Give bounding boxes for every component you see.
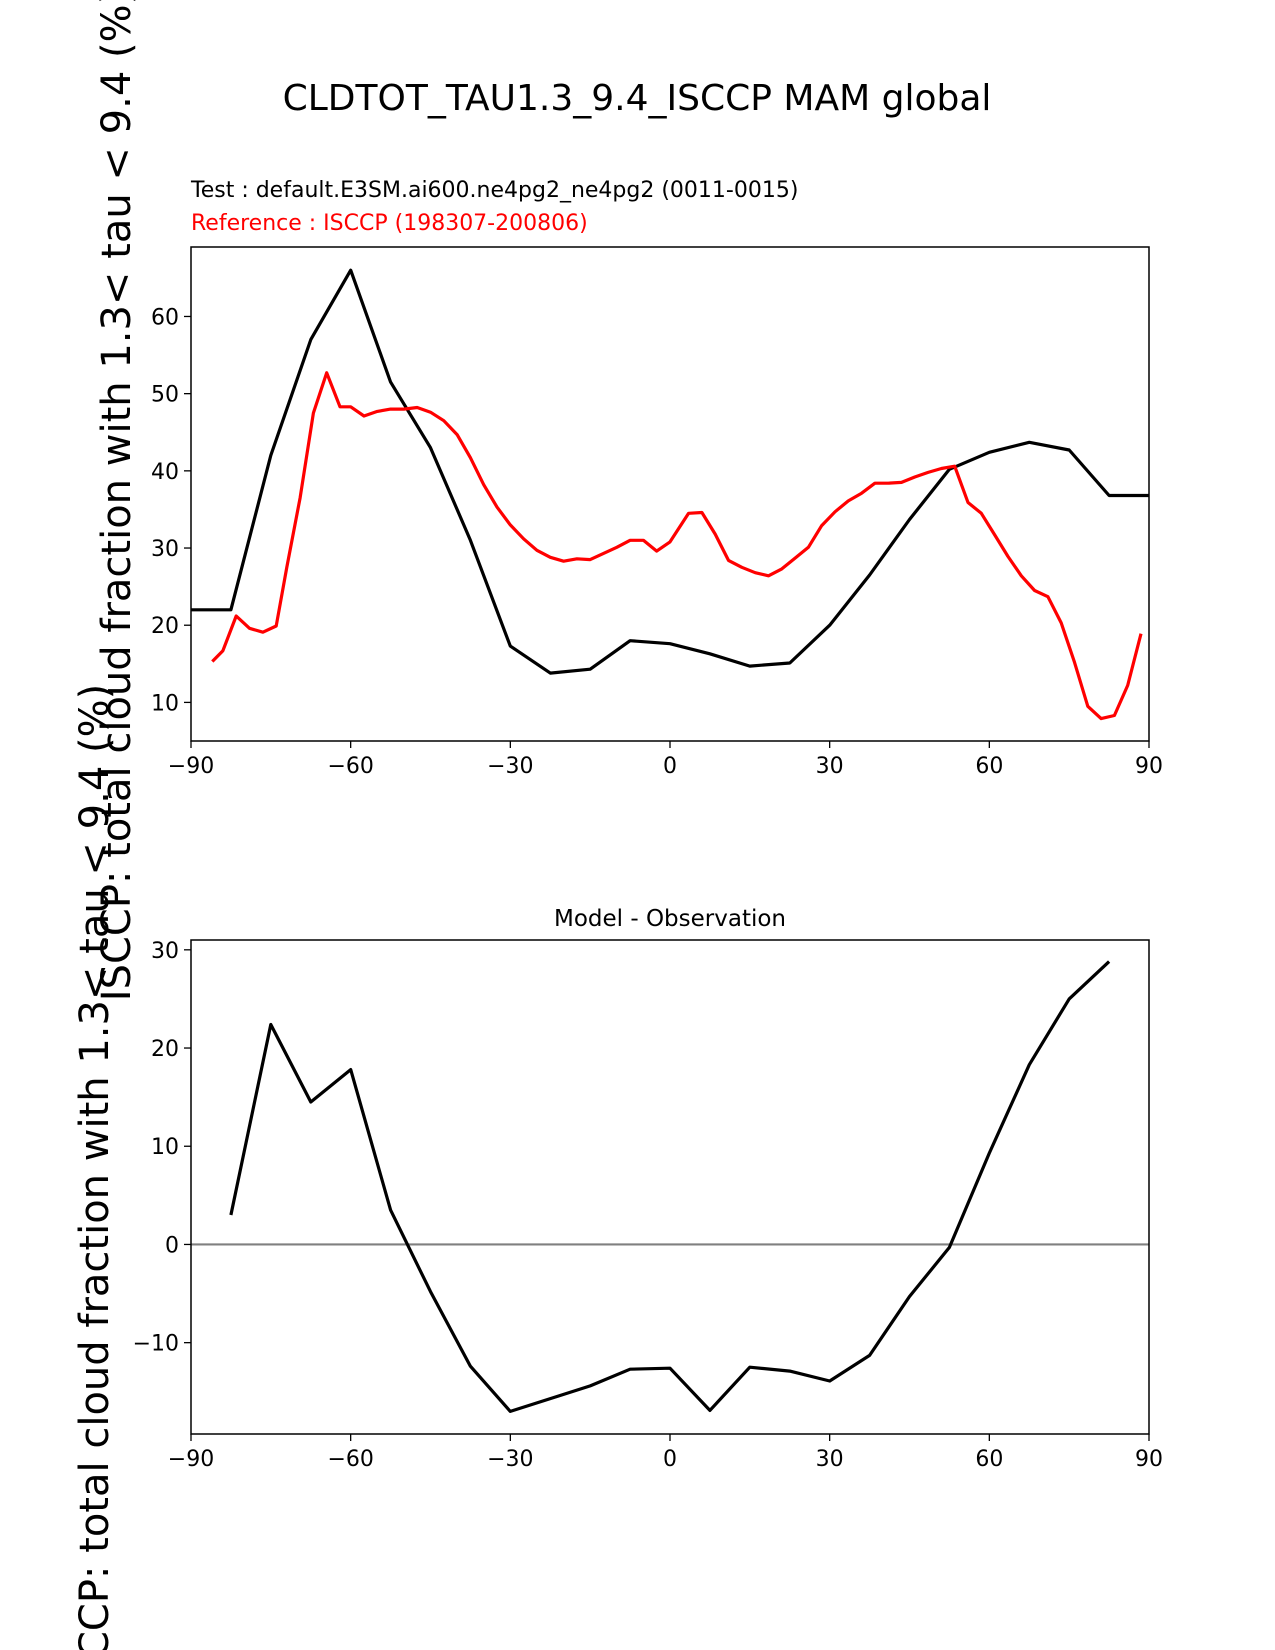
top-xtick-label: −30 (487, 754, 533, 779)
bottom-panel-title: Model - Observation (554, 906, 786, 932)
bottom-series-model-observation-line (229, 960, 1111, 1414)
top-ytick-label: 60 (151, 305, 179, 330)
top-series-reference-line (211, 371, 1143, 721)
top-xtick-label: 0 (663, 754, 677, 779)
bottom-xtick-label: −90 (168, 1447, 214, 1472)
top-ylabel: ISCCP: total cloud fraction with 1.3< ta… (94, 0, 140, 1001)
bottom-xtick-label: 0 (663, 1447, 677, 1472)
bottom-xtick-label: 60 (975, 1447, 1003, 1472)
reference-label: Reference : ISCCP (198307-200806) (191, 211, 588, 236)
bottom-plot-lines (191, 960, 1149, 1414)
top-xtick-label: 90 (1135, 754, 1163, 779)
bottom-ticks: −90 −60 −30 0 30 60 90 −10 0 10 20 30 (133, 939, 1163, 1472)
bottom-ytick-label: 30 (151, 939, 179, 964)
top-xtick-label: 60 (975, 754, 1003, 779)
bottom-xtick-label: −60 (327, 1447, 373, 1472)
top-xtick-label: −90 (168, 754, 214, 779)
bottom-ytick-label: 10 (151, 1135, 179, 1160)
top-panel: −90 −60 −30 0 30 60 90 10 20 30 40 50 60 (151, 246, 1163, 779)
bottom-xtick-label: −30 (487, 1447, 533, 1472)
top-ytick-label: 30 (151, 537, 179, 562)
figure-title: CLDTOT_TAU1.3_9.4_ISCCP MAM global (283, 78, 992, 119)
bottom-ytick-label: −10 (133, 1332, 179, 1357)
top-ytick-label: 50 (151, 383, 179, 408)
bottom-ylabel: ISCCP: total cloud fraction with 1.3< ta… (72, 684, 118, 1650)
top-series-test-line (191, 268, 1149, 675)
top-ticks: −90 −60 −30 0 30 60 90 10 20 30 40 50 60 (151, 305, 1163, 779)
bottom-ytick-label: 20 (151, 1037, 179, 1062)
top-plot-lines (191, 268, 1149, 721)
top-ytick-label: 20 (151, 614, 179, 639)
test-label: Test : default.E3SM.ai600.ne4pg2_ne4pg2 … (190, 178, 798, 203)
top-ytick-label: 10 (151, 691, 179, 716)
bottom-panel: Model - Observation −90 −60 −30 0 30 60 90 −10 0… (133, 906, 1163, 1472)
bottom-xtick-label: 30 (816, 1447, 844, 1472)
top-ytick-label: 40 (151, 460, 179, 485)
bottom-ytick-label: 0 (165, 1233, 179, 1258)
bottom-xtick-label: 90 (1135, 1447, 1163, 1472)
top-xtick-label: −60 (327, 754, 373, 779)
top-xtick-label: 30 (816, 754, 844, 779)
